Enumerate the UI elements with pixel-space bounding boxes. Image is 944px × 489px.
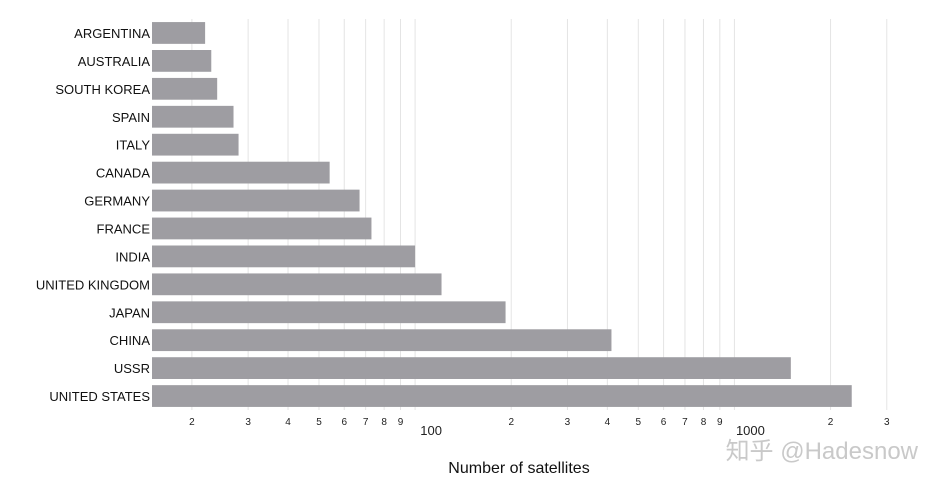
minor-tick-label: 6 [341,417,347,428]
bar-canada [152,161,330,184]
bar-germany [152,189,360,212]
minor-tick-label: 2 [189,417,195,428]
category-label: UNITED KINGDOM [36,277,150,292]
category-labels: ARGENTINA AUSTRALIA SOUTH KOREA SPAIN ITALY C… [36,26,150,404]
minor-tick-label: 2 [508,417,514,428]
minor-tick-label: 8 [701,417,707,428]
category-label: SPAIN [112,110,150,125]
category-label: CANADA [96,166,151,181]
grid-lines [191,19,888,410]
bar-india [152,245,416,268]
bar-south-korea [152,77,218,100]
bar-spain [152,105,234,128]
bar-united-kingdom [152,273,442,296]
category-label: UNITED STATES [49,389,150,404]
category-label: CHINA [110,333,151,348]
watermark-text: 知乎 @Hadesnow [726,438,919,465]
minor-tick-label: 4 [605,417,611,428]
minor-tick-label: 9 [717,417,723,428]
category-label: JAPAN [109,305,150,320]
category-label: INDIA [115,249,150,264]
category-label: FRANCE [97,221,151,236]
minor-tick-label: 5 [316,417,322,428]
category-label: SOUTH KOREA [55,82,150,97]
bar-australia [152,50,212,72]
bar-japan [152,301,506,324]
minor-tick-label: 8 [381,417,387,428]
category-label: AUSTRALIA [78,54,151,69]
bar-ussr [152,357,791,379]
bar-china [152,329,612,352]
major-tick-label: 1000 [736,423,765,438]
minor-tick-label: 7 [363,417,369,428]
minor-tick-label: 3 [245,417,251,428]
major-tick-label: 100 [420,423,442,438]
bars [152,22,852,407]
minor-tick-label: 4 [285,417,291,428]
category-label: ARGENTINA [74,26,150,41]
bar-argentina [152,22,206,44]
category-label: ITALY [116,138,151,153]
bar-italy [152,133,239,156]
minor-tick-label: 9 [398,417,404,428]
minor-tick-label: 3 [565,417,571,428]
minor-tick-label: 5 [636,417,642,428]
bar-united-states [152,385,852,407]
bar-france [152,217,372,240]
minor-tick-label: 6 [661,417,667,428]
minor-tick-label: 3 [884,417,890,428]
minor-tick-label: 7 [682,417,688,428]
category-label: GERMANY [84,194,150,209]
x-axis-label: Number of satellites [448,460,589,477]
category-label: USSR [114,361,150,376]
minor-tick-label: 2 [828,417,834,428]
